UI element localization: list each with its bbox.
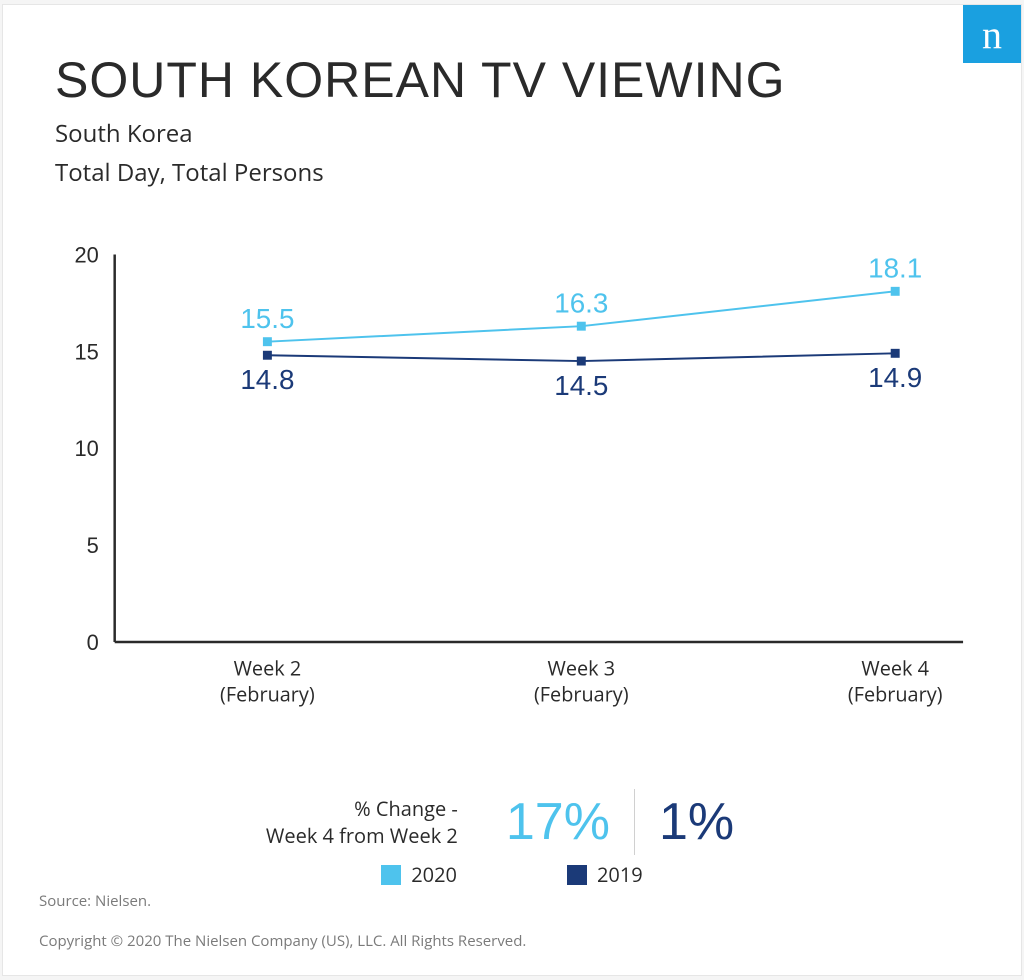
chart-subtitle-2: Total Day, Total Persons (55, 156, 969, 189)
svg-text:Week 2: Week 2 (234, 655, 302, 682)
header: SOUTH KOREAN TV VIEWING South Korea Tota… (3, 5, 1021, 189)
svg-text:0: 0 (87, 630, 99, 655)
percent-change-label: % Change - Week 4 from Week 2 (266, 795, 458, 849)
legend-item-2019: 2019 (567, 861, 643, 888)
svg-text:14.9: 14.9 (868, 362, 922, 393)
footer: Source: Nielsen. Copyright © 2020 The Ni… (39, 891, 526, 951)
svg-text:14.8: 14.8 (240, 364, 294, 395)
svg-text:16.3: 16.3 (554, 287, 608, 318)
svg-text:15: 15 (74, 339, 98, 364)
svg-text:15.5: 15.5 (240, 303, 294, 334)
chart-card: n SOUTH KOREAN TV VIEWING South Korea To… (2, 4, 1022, 976)
chart-title: SOUTH KOREAN TV VIEWING (55, 51, 969, 109)
svg-text:(February): (February) (848, 681, 943, 708)
svg-text:20: 20 (74, 242, 98, 267)
svg-text:5: 5 (87, 533, 99, 558)
brand-logo: n (963, 5, 1021, 63)
svg-text:(February): (February) (220, 681, 315, 708)
svg-text:18.1: 18.1 (868, 252, 922, 283)
legend-swatch (381, 865, 401, 885)
source-text: Source: Nielsen. (39, 891, 526, 911)
svg-text:10: 10 (74, 436, 98, 461)
legend-label: 2019 (597, 861, 643, 888)
svg-text:Week 3: Week 3 (547, 655, 615, 682)
percent-change-2020: 17% (482, 792, 634, 852)
line-chart: 05101520Week 2(February)Week 3(February)… (67, 243, 973, 723)
chart-subtitle-1: South Korea (55, 117, 969, 150)
svg-text:(February): (February) (534, 681, 629, 708)
legend-label: 2020 (411, 861, 457, 888)
percent-change-row: % Change - Week 4 from Week 2 17% 1% (3, 789, 1021, 855)
legend-swatch (567, 865, 587, 885)
percent-change-2019: 1% (635, 792, 758, 852)
chart-svg: 05101520Week 2(February)Week 3(February)… (67, 243, 973, 723)
svg-text:14.5: 14.5 (554, 370, 608, 401)
brand-logo-glyph: n (982, 11, 1002, 58)
svg-text:Week 4: Week 4 (861, 655, 929, 682)
legend: 2020 2019 (3, 861, 1021, 888)
copyright-text: Copyright © 2020 The Nielsen Company (US… (39, 931, 526, 951)
legend-item-2020: 2020 (381, 861, 457, 888)
